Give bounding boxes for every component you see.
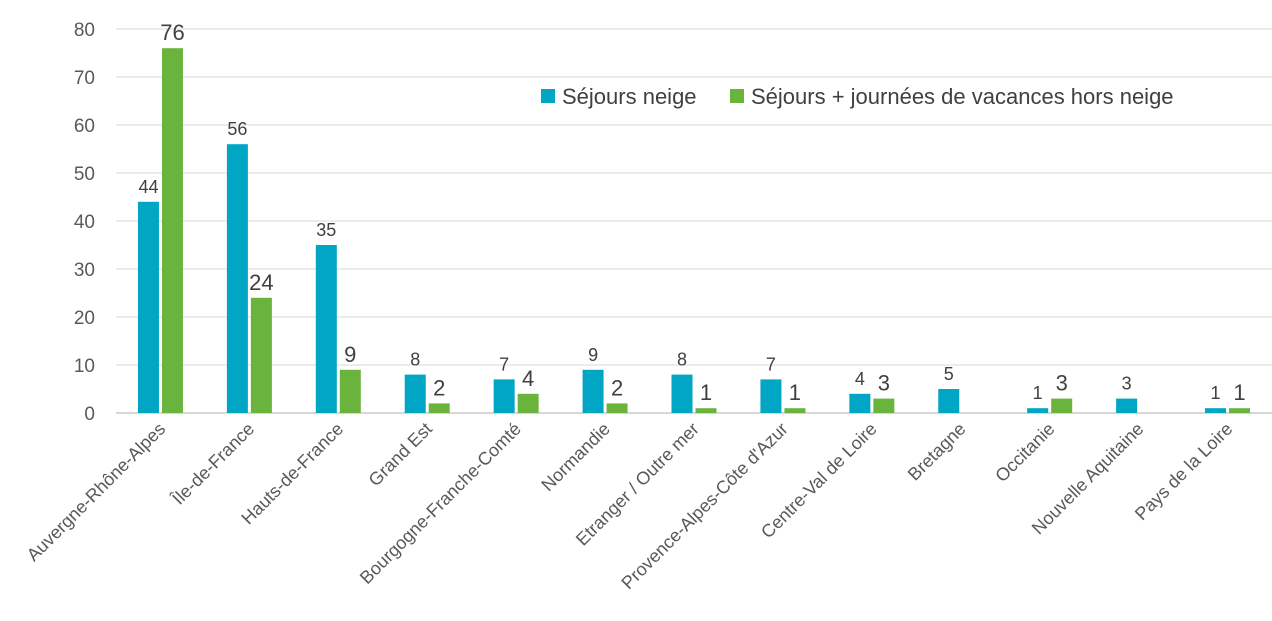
bar-series-1 — [315, 245, 337, 413]
bars — [137, 48, 1251, 413]
y-axis-ticks: 0 10 20 30 40 50 60 70 80 — [74, 20, 95, 425]
bar-series-1 — [1205, 408, 1227, 413]
data-label-series-2: 4 — [522, 366, 534, 391]
bar-series-1 — [938, 389, 960, 413]
x-category-label: Bourgogne-Franche-Comté — [356, 419, 525, 588]
data-label-series-1: 3 — [1122, 374, 1132, 394]
y-tick-label: 60 — [74, 116, 95, 137]
bar-series-2 — [873, 398, 895, 413]
y-tick-label: 70 — [74, 68, 95, 89]
data-label-series-1: 9 — [588, 345, 598, 365]
x-category-label: Île-de-France — [168, 419, 259, 510]
y-tick-label: 50 — [74, 164, 95, 185]
data-label-series-1: 8 — [677, 350, 687, 370]
legend-label-series-2: Séjours + journées de vacances hors neig… — [751, 84, 1174, 109]
data-label-series-1: 5 — [944, 364, 954, 384]
legend-swatch-series-2 — [730, 89, 744, 103]
y-tick-label: 10 — [74, 356, 95, 377]
y-tick-label: 30 — [74, 260, 95, 281]
bar-series-1 — [760, 379, 782, 413]
data-label-series-1: 4 — [855, 369, 865, 389]
x-category-label: Auvergne-Rhône-Alpes — [23, 419, 169, 565]
data-label-series-1: 7 — [499, 354, 509, 374]
bar-series-1 — [404, 374, 426, 413]
data-label-series-2: 76 — [160, 20, 184, 45]
data-label-series-2: 24 — [249, 270, 273, 295]
bar-series-2 — [695, 408, 717, 413]
bar-series-2 — [1051, 398, 1073, 413]
data-label-series-1: 8 — [410, 350, 420, 370]
legend-label-series-1: Séjours neige — [562, 84, 697, 109]
bar-series-2 — [517, 393, 539, 413]
bar-series-1 — [582, 369, 604, 413]
bar-series-2 — [161, 48, 183, 413]
data-label-series-2: 1 — [789, 380, 801, 405]
y-tick-label: 20 — [74, 308, 95, 329]
bar-series-2 — [784, 408, 806, 413]
data-label-series-2: 3 — [1056, 371, 1068, 396]
x-category-label: Grand Est — [365, 419, 436, 490]
x-category-label: Provence-Alpes-Côte d'Azur — [617, 419, 791, 593]
bar-series-2 — [428, 403, 450, 413]
x-category-label: Occitanie — [991, 419, 1058, 486]
data-label-series-2: 1 — [1233, 380, 1245, 405]
x-axis-categories: Auvergne-Rhône-Alpes Île-de-FranceHauts-d… — [23, 419, 1237, 593]
bar-series-1 — [1116, 398, 1138, 413]
gridlines — [116, 28, 1272, 414]
bar-series-1 — [671, 374, 693, 413]
bar-series-1 — [226, 144, 248, 413]
data-label-series-1: 1 — [1211, 383, 1221, 403]
data-label-series-2: 1 — [700, 380, 712, 405]
bar-series-2 — [1229, 408, 1251, 413]
bar-series-1 — [849, 393, 871, 413]
bar-series-1 — [137, 201, 159, 413]
data-label-series-2: 2 — [611, 375, 623, 400]
data-label-series-1: 44 — [138, 177, 158, 197]
bar-series-2 — [250, 297, 272, 413]
data-label-series-2: 9 — [344, 342, 356, 367]
bar-series-2 — [339, 369, 361, 413]
y-tick-label: 0 — [84, 404, 95, 425]
legend: Séjours neige Séjours + journées de vaca… — [541, 84, 1174, 109]
data-label-series-1: 1 — [1033, 383, 1043, 403]
data-label-series-2: 2 — [433, 375, 445, 400]
bar-series-1 — [1027, 408, 1049, 413]
bar-series-1 — [493, 379, 515, 413]
legend-swatch-series-1 — [541, 89, 555, 103]
y-tick-label: 40 — [74, 212, 95, 233]
data-label-series-1: 7 — [766, 354, 776, 374]
y-tick-label: 80 — [74, 20, 95, 41]
data-label-series-1: 35 — [316, 220, 336, 240]
bar-series-2 — [606, 403, 628, 413]
data-label-series-2: 3 — [878, 371, 890, 396]
data-label-series-1: 56 — [227, 119, 247, 139]
x-category-label: Pays de la Loire — [1131, 419, 1236, 524]
x-category-label: Bretagne — [904, 419, 970, 485]
x-category-label: Normandie — [538, 419, 614, 495]
